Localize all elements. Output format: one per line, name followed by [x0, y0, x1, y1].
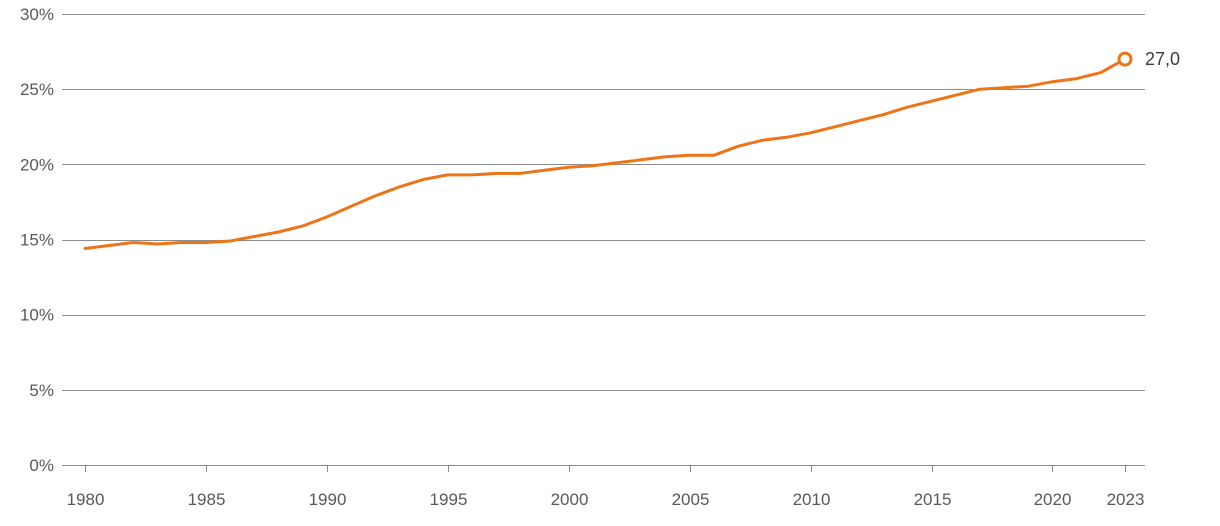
x-axis-label-1985: 1985	[188, 490, 226, 509]
x-axis-label-2015: 2015	[914, 490, 952, 509]
x-axis-label-2010: 2010	[793, 490, 831, 509]
end-value-label: 27,0	[1145, 49, 1180, 69]
y-axis-label-20: 20%	[20, 155, 54, 174]
data-series-line	[83, 57, 1127, 250]
x-axis-label-2005: 2005	[672, 490, 710, 509]
y-axis-label-25: 25%	[20, 80, 54, 99]
x-axis-label-2020: 2020	[1034, 490, 1072, 509]
y-axis-label-15: 15%	[20, 231, 54, 250]
x-axis-label-1980: 1980	[67, 490, 105, 509]
x-axis-label-1995: 1995	[430, 490, 468, 509]
y-axis-label-0: 0%	[29, 456, 54, 475]
y-axis-label-30: 30%	[20, 5, 54, 24]
y-axis-label-10: 10%	[20, 306, 54, 325]
x-axis-label-1990: 1990	[309, 490, 347, 509]
end-point-marker	[1117, 51, 1133, 67]
x-axis-label-2023: 2023	[1107, 490, 1145, 509]
y-axis-label-5: 5%	[29, 381, 54, 400]
x-axis-label-2000: 2000	[551, 490, 589, 509]
